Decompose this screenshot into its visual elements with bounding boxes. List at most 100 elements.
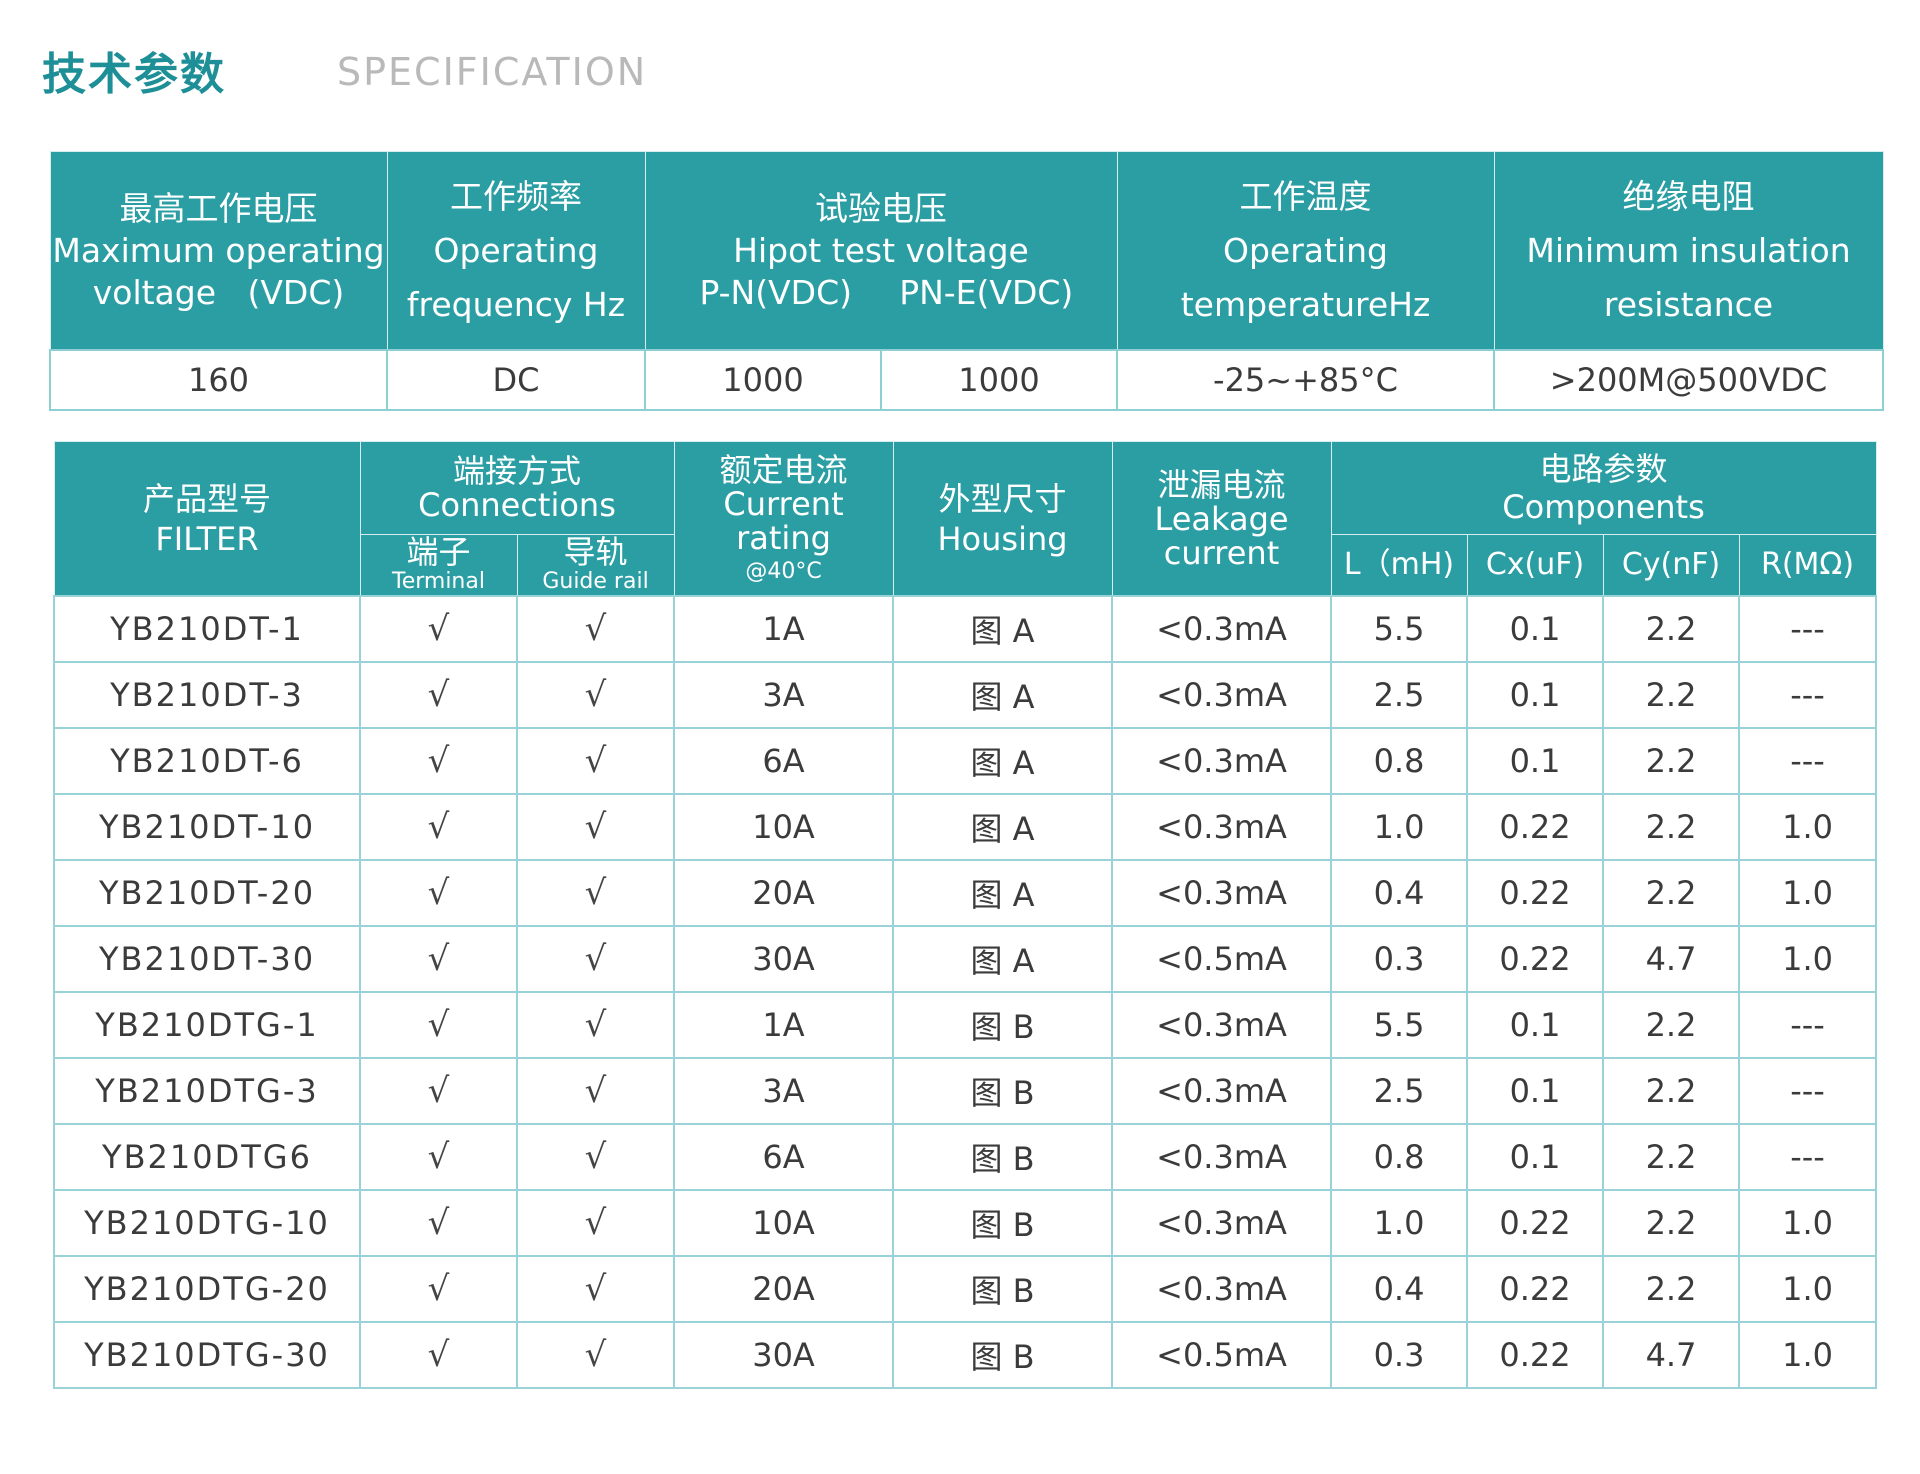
cell-model: YB210DT-20 <box>53 859 361 927</box>
cell-model: YB210DTG-1 <box>53 991 361 1059</box>
cell-leakage: <0.3mA <box>1111 727 1333 795</box>
cell-current: 6A <box>673 1123 895 1191</box>
header-housing: 外型尺寸 Housing <box>892 441 1113 597</box>
cell-terminal-check: √ <box>359 661 518 729</box>
header-cn: 端接方式 <box>453 452 582 490</box>
cell-r: 1.0 <box>1738 1189 1878 1257</box>
header-en: Components <box>1502 488 1705 526</box>
cell-model: YB210DTG-10 <box>53 1189 361 1257</box>
spec-header-en: Minimum insulation <box>1526 230 1851 270</box>
cell-leakage: <0.3mA <box>1111 1123 1333 1191</box>
cell-housing: 图 A <box>892 925 1114 993</box>
spec-header-frequency: 工作频率 Operating frequency Hz <box>386 151 646 351</box>
cell-terminal-check: √ <box>359 925 518 993</box>
cell-leakage: <0.3mA <box>1111 1255 1333 1323</box>
header-cn: 泄漏电流 <box>1157 465 1286 504</box>
header-en: Connections <box>418 486 616 524</box>
table-row: YB210DTG-3 √ √ 3A 图 B <0.3mA 2.5 0.1 2.2 --- <box>53 1057 1878 1125</box>
header-l: L（mH) <box>1330 534 1468 597</box>
spec-header-max-voltage: 最高工作电压 Maximum operating voltage (VDC) <box>49 151 388 351</box>
cell-leakage: <0.3mA <box>1111 1189 1333 1257</box>
spec-header-en: Hipot test voltage <box>733 230 1029 270</box>
cell-l: 0.4 <box>1330 859 1469 927</box>
header-components: 电路参数 Components <box>1330 441 1877 535</box>
cell-leakage: <0.3mA <box>1111 1057 1333 1125</box>
cell-cx: 0.22 <box>1466 1189 1605 1257</box>
table-row: YB210DTG-10 √ √ 10A 图 B <0.3mA 1.0 0.22 2.2 1.0 <box>53 1189 1878 1257</box>
cell-leakage: <0.3mA <box>1111 859 1333 927</box>
product-table: 产品型号 FILTER 端接方式 Connections 额定电流 Curren… <box>53 441 1878 1389</box>
header-cn: 产品型号 <box>142 479 271 518</box>
header-en-small: Guide rail <box>542 569 649 594</box>
cell-l: 1.0 <box>1330 1189 1469 1257</box>
cell-guide-rail-check: √ <box>515 1123 676 1191</box>
header-en: Housing <box>937 519 1068 558</box>
spec-value-row: 160 DC 1000 1000 -25~+85°C >200M@500VDC <box>49 349 1884 411</box>
cell-guide-rail-check: √ <box>515 793 676 861</box>
header-cx: Cx(uF) <box>1466 534 1604 597</box>
table-row: YB210DT-10 √ √ 10A 图 A <0.3mA 1.0 0.22 2.2 1.0 <box>53 793 1878 861</box>
header-cn: 端子 <box>406 533 471 571</box>
cell-housing: 图 B <box>892 1057 1114 1125</box>
cell-current: 3A <box>673 1057 895 1125</box>
table-row: YB210DTG6 √ √ 6A 图 B <0.3mA 0.8 0.1 2.2 --- <box>53 1123 1878 1191</box>
cell-leakage: <0.5mA <box>1111 925 1333 993</box>
cell-cy: 2.2 <box>1602 1123 1741 1191</box>
spec-header-pn: P-N(VDC) <box>699 272 853 312</box>
cell-housing: 图 A <box>892 859 1114 927</box>
cell-cx: 0.22 <box>1466 859 1605 927</box>
cell-leakage: <0.3mA <box>1111 595 1333 663</box>
product-table-body: YB210DT-1 √ √ 1A 图 A <0.3mA 5.5 0.1 2.2 --- YB210D… <box>53 595 1878 1389</box>
cell-r: 1.0 <box>1738 793 1878 861</box>
cell-l: 0.4 <box>1330 1255 1469 1323</box>
cell-terminal-check: √ <box>359 1321 518 1389</box>
cell-cx: 0.22 <box>1466 925 1605 993</box>
specification-table: 最高工作电压 Maximum operating voltage (VDC) 工… <box>49 151 1884 411</box>
cell-housing: 图 A <box>892 727 1114 795</box>
header-model: 产品型号 FILTER <box>53 441 361 597</box>
cell-guide-rail-check: √ <box>515 1057 676 1125</box>
header-en-small: Terminal <box>392 569 485 594</box>
cell-model: YB210DT-30 <box>53 925 361 993</box>
cell-terminal-check: √ <box>359 595 518 663</box>
cell-r: --- <box>1738 1123 1878 1191</box>
cell-cy: 2.2 <box>1602 793 1741 861</box>
cell-terminal-check: √ <box>359 793 518 861</box>
cell-cy: 2.2 <box>1602 1189 1741 1257</box>
cell-cx: 0.1 <box>1466 1123 1605 1191</box>
cell-terminal-check: √ <box>359 1255 518 1323</box>
cell-current: 6A <box>673 727 895 795</box>
cell-terminal-check: √ <box>359 727 518 795</box>
spec-value-frequency: DC <box>386 349 646 411</box>
spec-header-en: Maximum operating <box>52 230 385 270</box>
heading-cn: 技术参数 <box>42 49 226 100</box>
header-cn: 电路参数 <box>1539 450 1668 488</box>
cell-terminal-check: √ <box>359 1123 518 1191</box>
cell-r: 1.0 <box>1738 859 1878 927</box>
cell-terminal-check: √ <box>359 991 518 1059</box>
header-en-small: @40°C <box>745 558 822 584</box>
spec-header-en: frequency Hz <box>406 284 626 324</box>
spec-header-hipot: 试验电压 Hipot test voltage P-N(VDC) PN-E(VD… <box>644 151 1118 351</box>
header-en: rating <box>736 518 831 557</box>
cell-l: 0.3 <box>1330 925 1469 993</box>
cell-housing: 图 B <box>892 991 1114 1059</box>
cell-current: 20A <box>673 859 895 927</box>
heading-en: SPECIFICATION <box>337 50 648 94</box>
spec-value-insulation: >200M@500VDC <box>1493 349 1884 411</box>
cell-r: 1.0 <box>1738 925 1878 993</box>
cell-housing: 图 A <box>892 793 1114 861</box>
cell-cy: 2.2 <box>1602 1057 1741 1125</box>
cell-r: --- <box>1738 661 1878 729</box>
cell-cx: 0.1 <box>1466 1057 1605 1125</box>
cell-cx: 0.1 <box>1466 595 1605 663</box>
header-leakage: 泄漏电流 Leakage current <box>1111 441 1332 597</box>
spec-header-en: voltage (VDC) <box>92 272 345 312</box>
spec-header-cn: 试验电压 <box>815 188 947 228</box>
cell-cx: 0.1 <box>1466 661 1605 729</box>
header-cn: 导轨 <box>563 533 628 571</box>
spec-header-cn: 最高工作电压 <box>119 188 318 228</box>
cell-current: 10A <box>673 793 895 861</box>
cell-guide-rail-check: √ <box>515 925 676 993</box>
cell-housing: 图 B <box>892 1255 1114 1323</box>
